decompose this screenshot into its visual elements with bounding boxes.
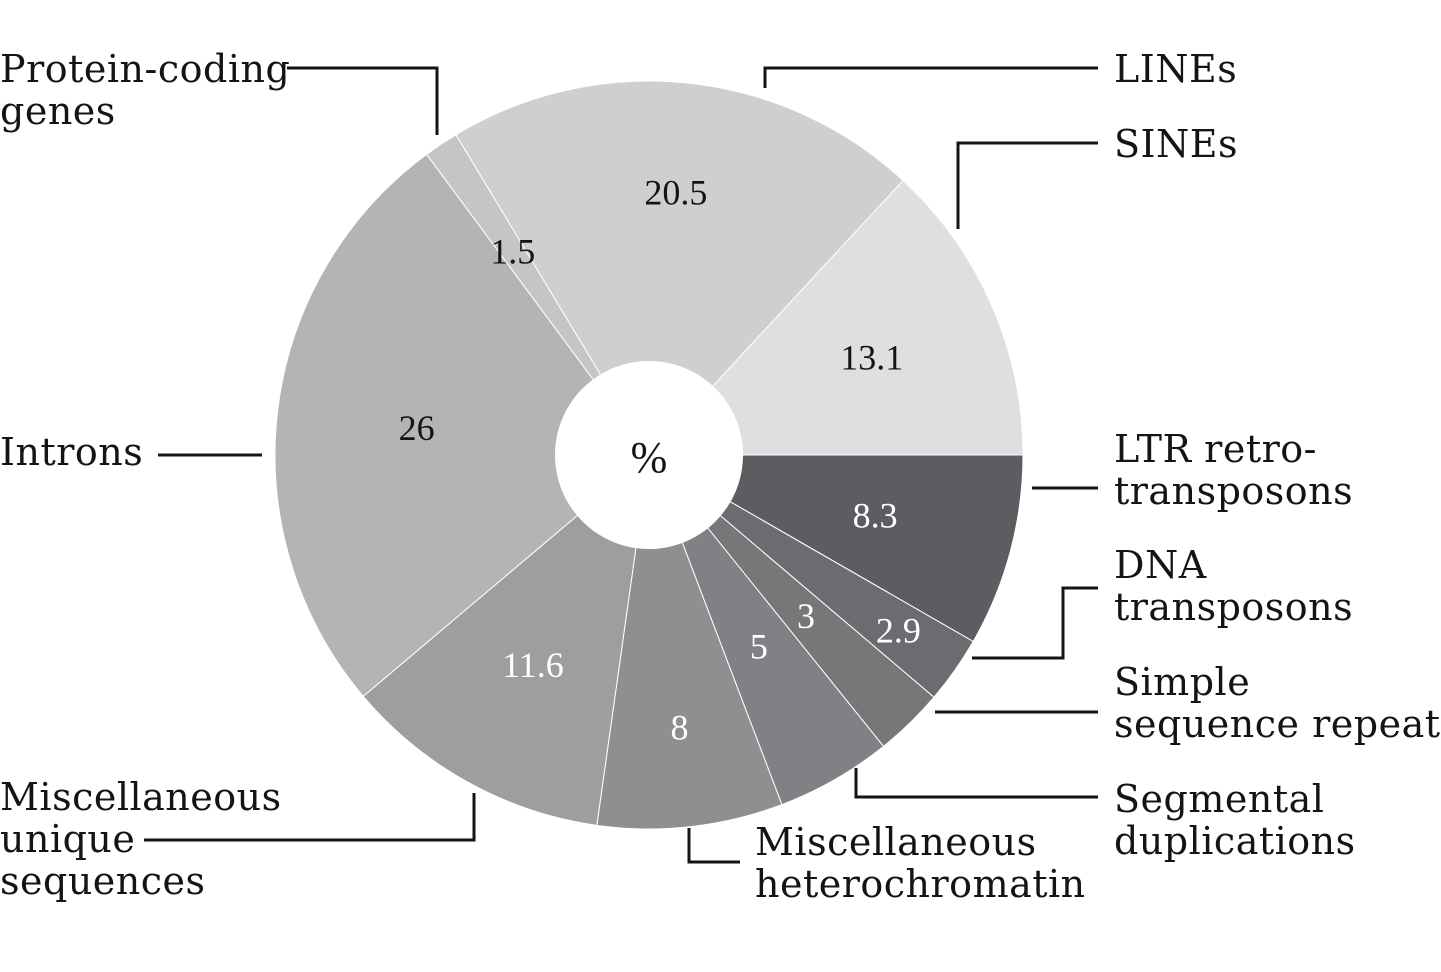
category-label: LINEs bbox=[1114, 47, 1237, 91]
category-label-line: Miscellaneous bbox=[0, 775, 282, 819]
category-label: Miscellaneous heterochromatin bbox=[755, 820, 1086, 906]
category-label: Miscellaneous unique sequences bbox=[0, 775, 282, 903]
category-label: DNA transposons bbox=[1114, 543, 1353, 629]
category-label-line: transposons bbox=[1114, 585, 1353, 629]
category-label: Introns bbox=[0, 430, 143, 474]
category-label-line: genes bbox=[0, 89, 116, 133]
center-percent-label: % bbox=[631, 433, 668, 482]
category-label-line: DNA bbox=[1114, 543, 1207, 587]
value-label: 20.5 bbox=[644, 172, 707, 212]
donut-hole bbox=[555, 361, 743, 549]
value-labels: 8.3 2.9 35 8 11.6 26 1.5 20.5 13.1 bbox=[399, 172, 921, 747]
leader-line bbox=[144, 793, 476, 842]
value-label: 13.1 bbox=[840, 338, 903, 378]
category-label-line: unique bbox=[0, 817, 135, 861]
value-label: 2.9 bbox=[876, 611, 921, 651]
category-label-line: LINEs bbox=[1114, 47, 1237, 91]
slice-lines bbox=[455, 80, 904, 456]
slice-ltr-retrotransposons bbox=[647, 454, 1024, 643]
category-label-line: SINEs bbox=[1114, 122, 1238, 166]
value-label: 26 bbox=[399, 408, 435, 448]
category-label-line: Miscellaneous bbox=[755, 820, 1037, 864]
category-label-line: sequence repeats bbox=[1114, 702, 1441, 746]
leader-line bbox=[956, 141, 1098, 229]
value-label: 5 bbox=[750, 627, 768, 667]
leader-line bbox=[687, 828, 740, 864]
value-label: 1.5 bbox=[490, 231, 535, 271]
category-label-line: sequences bbox=[0, 859, 206, 903]
category-label-line: duplications bbox=[1114, 819, 1356, 863]
leader-line bbox=[287, 66, 439, 135]
category-label: Simple sequence repeats bbox=[1114, 660, 1441, 746]
category-label: LTR retro-transposons bbox=[1114, 427, 1353, 513]
category-label: SINEs bbox=[1114, 122, 1238, 166]
category-label-line: Introns bbox=[0, 430, 143, 474]
leader-line bbox=[854, 768, 1098, 799]
pie-slices bbox=[274, 80, 1024, 830]
slice-introns bbox=[274, 153, 650, 698]
category-label: Segmental duplications bbox=[1114, 777, 1356, 863]
value-label: 8.3 bbox=[853, 495, 898, 535]
category-label-line: Segmental bbox=[1114, 777, 1324, 821]
category-label-line: LTR retro- bbox=[1114, 427, 1317, 471]
category-label-line: Simple bbox=[1114, 660, 1250, 704]
category-label-line: Protein-coding bbox=[0, 47, 290, 91]
value-label: 3 bbox=[797, 596, 815, 636]
slice-sines bbox=[647, 179, 1024, 456]
category-label: Protein-coding genes bbox=[0, 47, 290, 133]
leader-lines bbox=[144, 66, 1098, 864]
leader-line bbox=[972, 586, 1098, 660]
category-label-line: transposons bbox=[1114, 469, 1353, 513]
leader-line bbox=[763, 66, 1098, 88]
category-label-line: heterochromatin bbox=[755, 862, 1086, 906]
value-label: 11.6 bbox=[502, 645, 564, 685]
value-label: 8 bbox=[671, 707, 689, 747]
slice-miscellaneous-unique-sequences bbox=[362, 453, 650, 826]
